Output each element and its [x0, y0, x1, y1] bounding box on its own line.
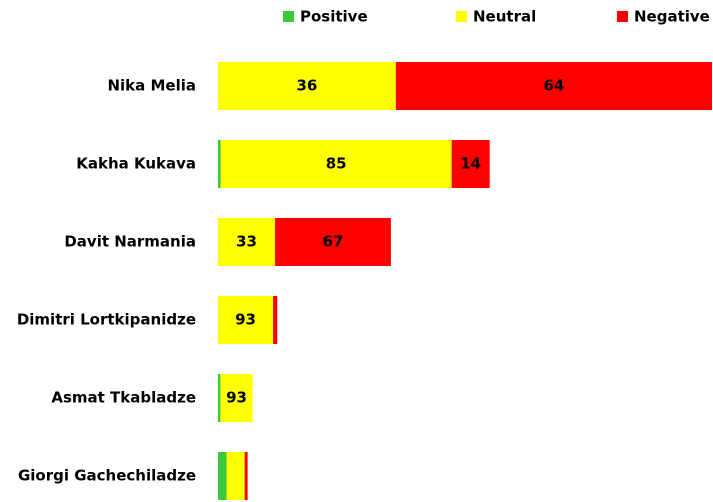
bar-segment — [220, 140, 452, 188]
bar-segment — [218, 62, 396, 110]
legend-label: Negative — [634, 8, 710, 26]
category-label: Dimitri Lortkipanidze — [17, 311, 196, 329]
value-label: 93 — [235, 311, 256, 329]
bar-segment — [395, 62, 712, 110]
value-label: 85 — [326, 155, 347, 173]
value-label: 64 — [543, 77, 564, 95]
category-label: Kakha Kukava — [76, 155, 196, 173]
category-label: Giorgi Gachechiladze — [18, 467, 196, 485]
category-label: Nika Melia — [107, 77, 196, 95]
bar-segment — [244, 452, 248, 500]
category-label: Davit Narmania — [64, 233, 196, 251]
bar-segment — [220, 374, 253, 422]
bar-segment — [218, 296, 274, 344]
bar-segment — [218, 374, 221, 422]
value-label: 33 — [236, 233, 257, 251]
legend-swatch — [617, 11, 628, 22]
value-label: 14 — [460, 155, 481, 173]
bar-segment — [218, 452, 227, 500]
bar-segment — [218, 218, 276, 266]
value-label: 93 — [226, 389, 247, 407]
bar-segment — [451, 140, 490, 188]
legend-label: Positive — [300, 8, 368, 26]
bar-segment — [275, 218, 391, 266]
legend-swatch — [283, 11, 294, 22]
legend-swatch — [456, 11, 467, 22]
category-label: Asmat Tkabladze — [51, 389, 196, 407]
value-label: 67 — [323, 233, 344, 251]
legend-label: Neutral — [473, 8, 536, 26]
value-label: 36 — [296, 77, 317, 95]
bar-segment — [218, 140, 221, 188]
bar-segment — [226, 452, 245, 500]
bar-segment — [273, 296, 278, 344]
